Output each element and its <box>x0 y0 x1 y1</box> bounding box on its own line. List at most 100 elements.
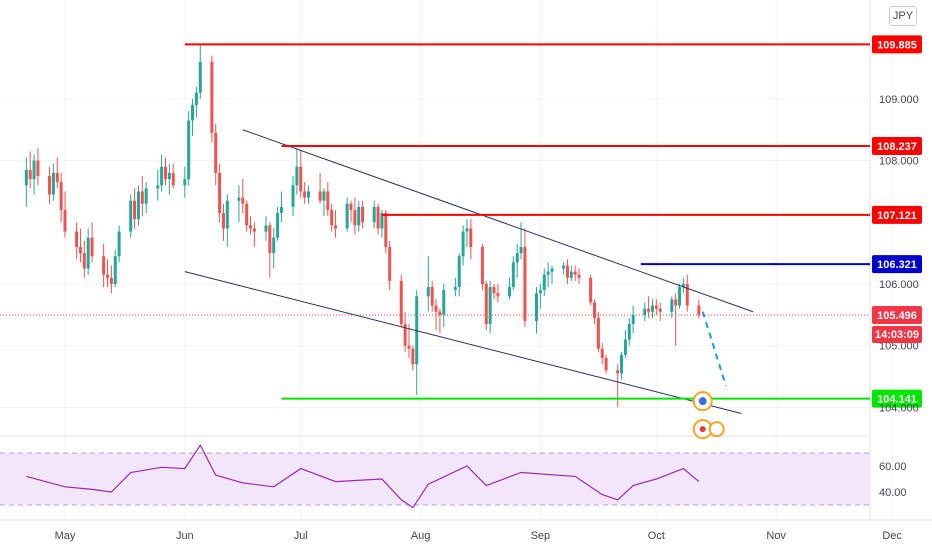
price-tick-label: 109.000 <box>879 94 919 106</box>
price-tick-label: 108.000 <box>879 156 919 168</box>
event-flag-icon-inner <box>699 426 706 433</box>
candle-body <box>589 277 593 303</box>
candle-body <box>144 188 148 204</box>
candle-body <box>596 317 600 349</box>
candle-body <box>697 305 701 316</box>
candle-body <box>616 370 620 374</box>
grid-lines <box>0 0 893 520</box>
candle-body <box>113 256 117 284</box>
candle-body <box>109 277 113 284</box>
candle-body <box>538 290 542 294</box>
price-tick-label: 106.000 <box>879 279 919 291</box>
candle-body <box>523 246 527 321</box>
price-tick-label: 105.000 <box>879 341 919 353</box>
candle-body <box>140 191 144 204</box>
candle-body <box>519 246 523 254</box>
currency-button[interactable]: JPY <box>889 6 917 26</box>
candle-body <box>163 166 167 180</box>
candle-body <box>465 228 469 232</box>
candle-body <box>411 348 415 365</box>
candle-body <box>631 314 635 325</box>
candle-body <box>600 348 604 358</box>
candle-body <box>198 61 202 93</box>
candle-body <box>361 206 365 223</box>
resistance-2-tag <box>872 136 922 155</box>
time-tick-label: Aug <box>411 530 431 542</box>
candle-body <box>623 339 627 355</box>
candle-body <box>384 213 388 247</box>
countdown-tag <box>872 326 922 344</box>
candle-body <box>388 246 392 281</box>
resistance-3-tag <box>872 205 922 224</box>
current-price-tag <box>872 306 922 325</box>
candle-body <box>349 203 353 210</box>
candle-body <box>480 246 484 284</box>
candle-body <box>117 231 121 257</box>
candle-body <box>322 191 326 201</box>
event-flag-icon <box>708 421 725 438</box>
candle-body <box>573 271 577 275</box>
time-tick-label: Sep <box>531 530 551 542</box>
rsi-tick-label: 60.00 <box>879 461 907 473</box>
time-tick-label: Jul <box>294 530 308 542</box>
candle-body <box>90 237 94 257</box>
rsi-tick-label: 40.00 <box>879 487 907 499</box>
candle-body <box>241 197 245 204</box>
candle-body <box>330 209 334 226</box>
candle-body <box>353 209 357 226</box>
candle-body <box>156 185 160 189</box>
candle-body <box>685 283 689 306</box>
event-flag-icon-inner <box>698 397 707 406</box>
candle-body <box>237 197 241 201</box>
candle-body <box>430 287 434 306</box>
candle-body <box>318 191 322 201</box>
candle-body <box>461 231 465 257</box>
candle-body <box>434 305 438 312</box>
candle-body <box>593 302 597 318</box>
candle-body <box>48 176 52 195</box>
candle-body <box>357 206 361 226</box>
candle-body <box>674 299 678 306</box>
price-tick-label: 104.000 <box>879 402 919 414</box>
candle-body <box>183 179 187 186</box>
countdown-label: 14:03:09 <box>875 329 919 341</box>
candle-body <box>187 120 191 180</box>
candle-body <box>306 191 310 198</box>
candle-body <box>515 253 519 263</box>
candle-body <box>218 172 222 214</box>
time-tick-label: Oct <box>648 530 665 542</box>
candle-body <box>59 182 63 210</box>
candle-body <box>507 287 511 297</box>
candle-body <box>32 160 36 180</box>
candle-body <box>647 308 651 312</box>
candle-body <box>658 308 662 312</box>
candle-body <box>136 191 140 220</box>
candle-body <box>577 274 581 278</box>
candle-body <box>295 166 299 186</box>
candle-body <box>535 293 539 321</box>
candle-body <box>214 132 218 173</box>
candle-body <box>210 61 214 133</box>
candle-body <box>86 237 90 269</box>
channel-lower-line <box>184 271 742 414</box>
candle-body <box>492 287 496 294</box>
time-tick-label: May <box>55 530 76 542</box>
candle-body <box>604 357 608 371</box>
projection-dashed-line <box>701 311 727 387</box>
candle-body <box>225 200 229 229</box>
candle-body <box>63 209 67 232</box>
candle-body <box>442 290 446 315</box>
candle-body <box>550 268 554 272</box>
resistance-2-tag-label: 108.237 <box>877 141 917 153</box>
candle-body <box>51 172 55 195</box>
candle-body <box>511 262 515 288</box>
candle-body <box>291 185 295 207</box>
rsi-band <box>0 453 870 505</box>
candle-body <box>372 206 376 223</box>
resistance-4-tag <box>872 255 922 274</box>
candle-body <box>643 308 647 315</box>
candle-body <box>268 225 272 254</box>
candle-body <box>488 287 492 325</box>
candle-body <box>627 324 631 340</box>
